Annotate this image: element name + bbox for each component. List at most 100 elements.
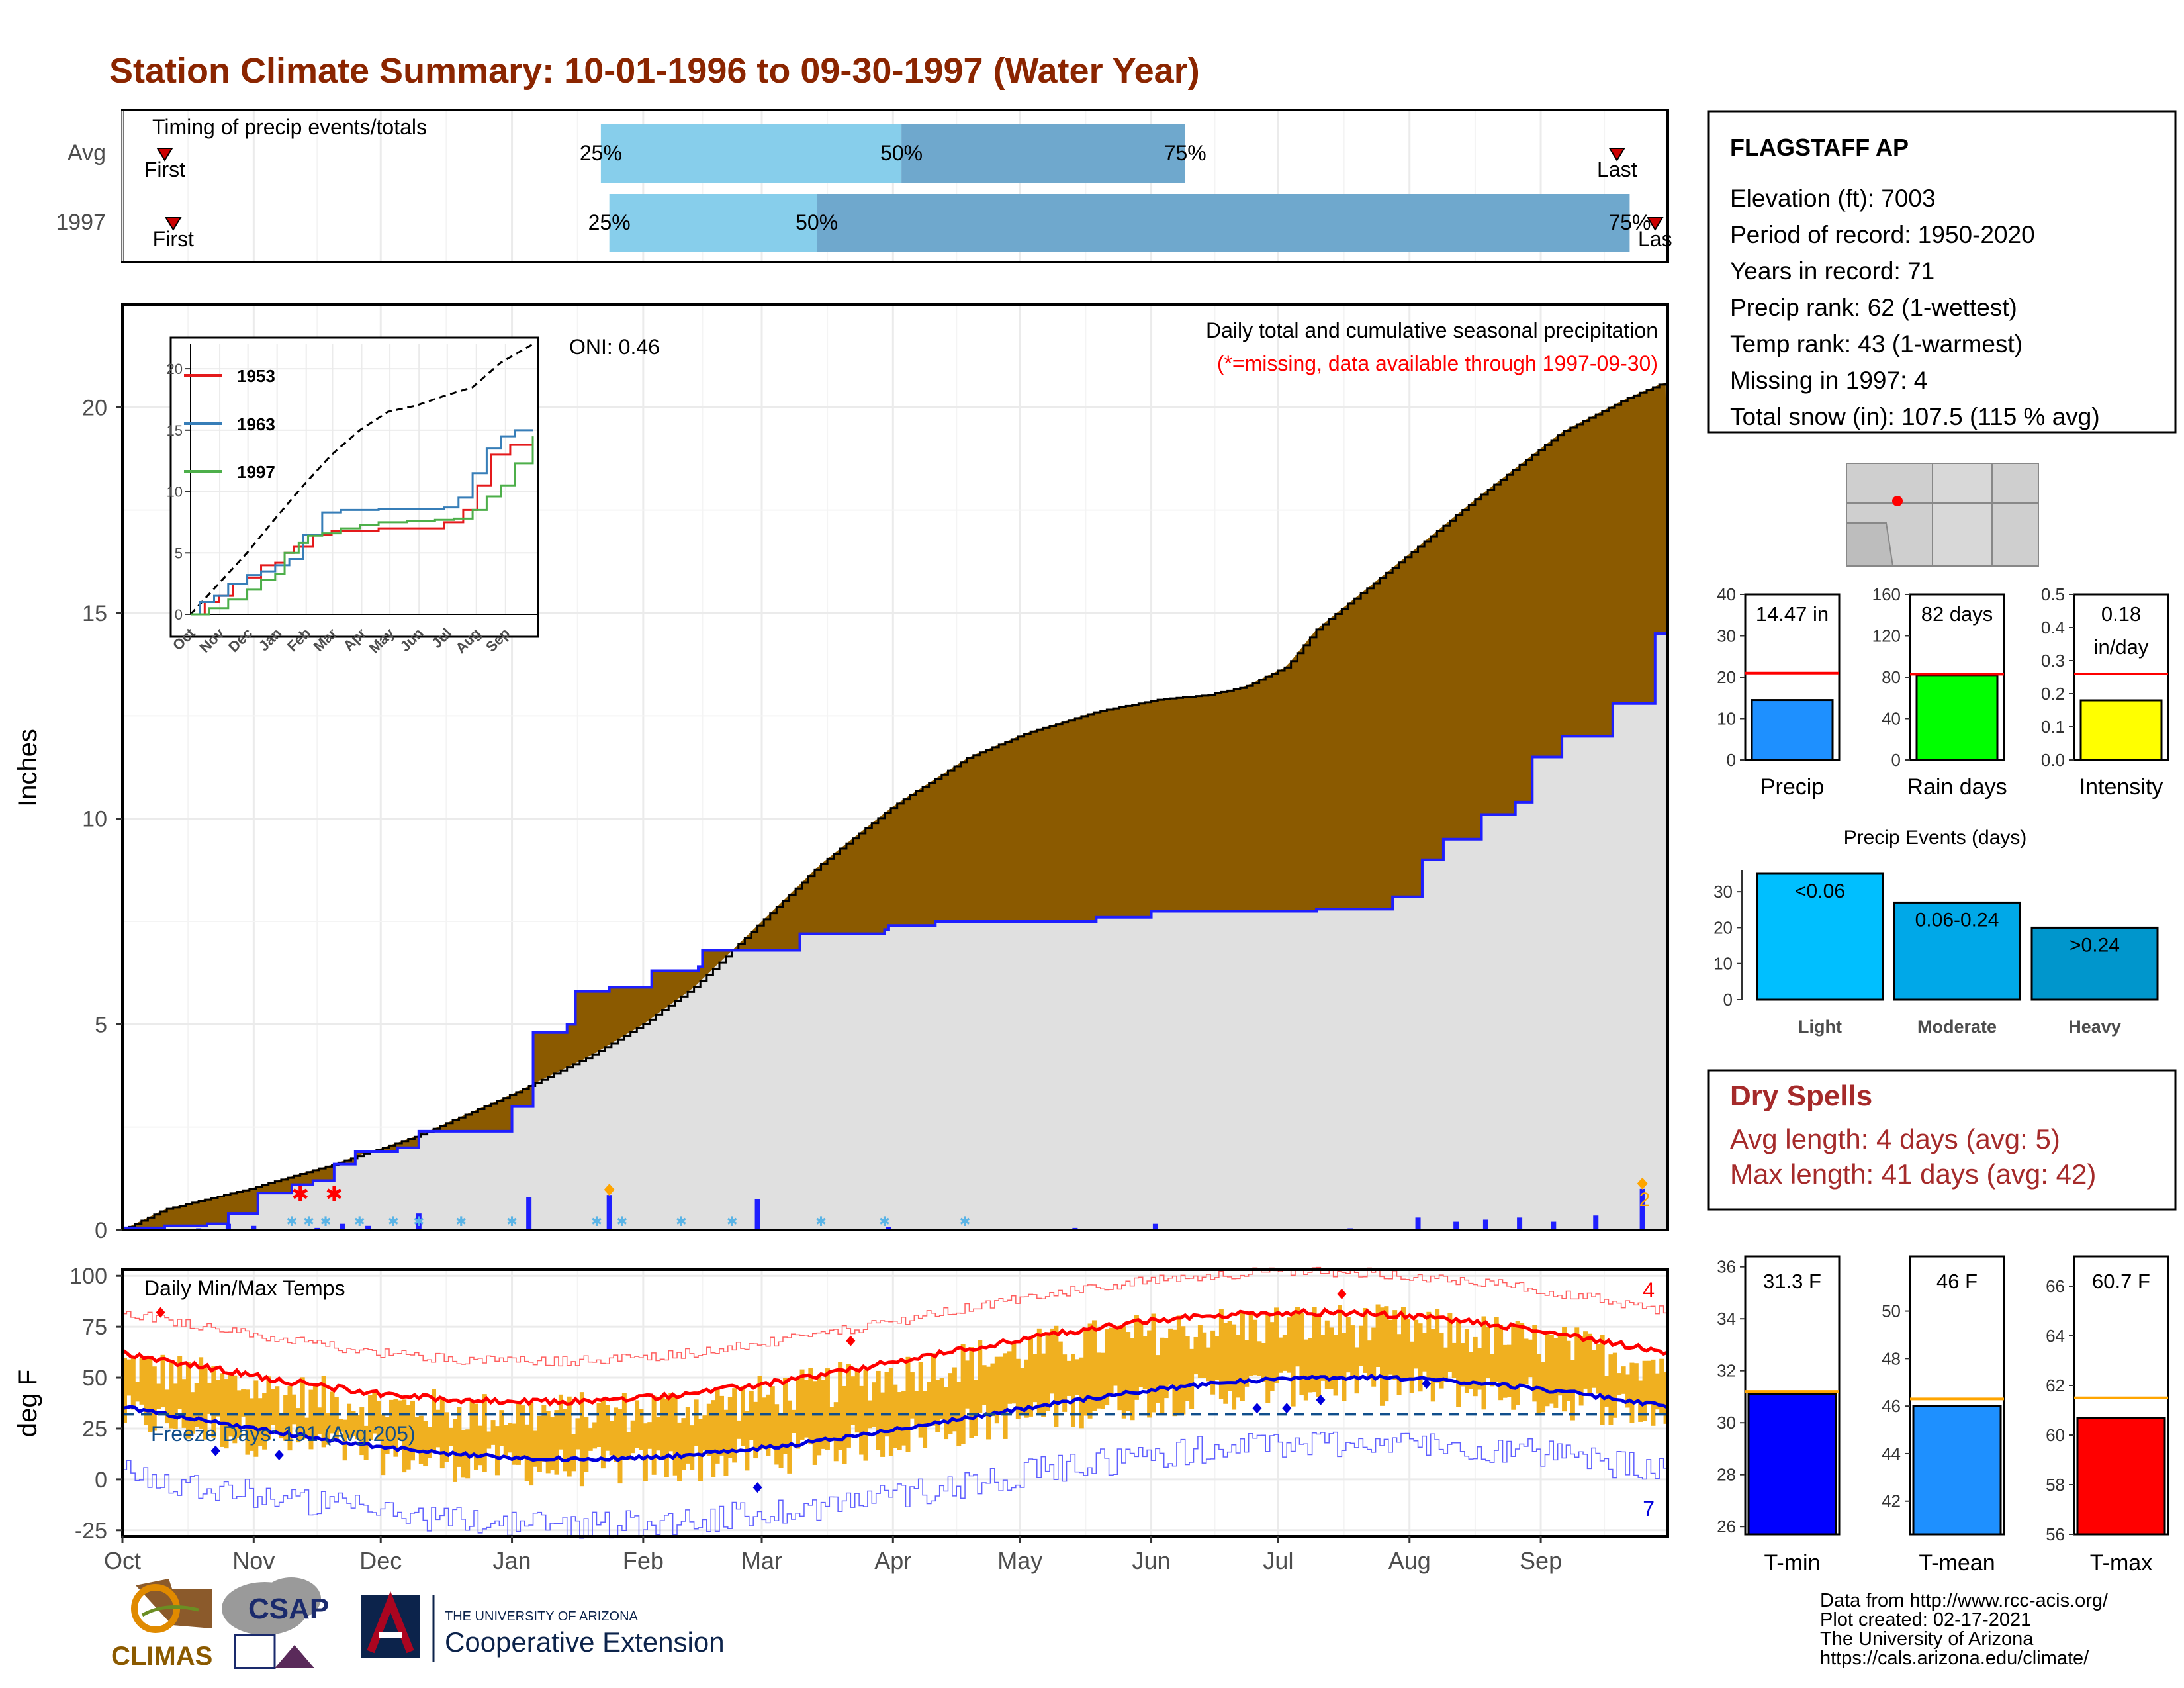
daily-temp-bar [927, 1382, 932, 1425]
daily-temp-bar [1240, 1311, 1245, 1401]
daily-precip-bar [1639, 1188, 1645, 1230]
csap-logo-text: CSAP [248, 1593, 329, 1625]
daily-temp-bar [1659, 1358, 1664, 1415]
missing-data-marker: ✱ [291, 1182, 309, 1206]
daily-temp-bar [228, 1375, 233, 1437]
daily-temp-bar [761, 1397, 766, 1449]
daily-temp-bar [1163, 1338, 1169, 1399]
daily-temp-bar [482, 1394, 487, 1472]
daily-temp-bar [621, 1393, 627, 1457]
daily-temp-bar [245, 1389, 250, 1455]
daily-temp-bar [1070, 1354, 1075, 1427]
daily-temp-bar [1651, 1359, 1656, 1426]
daily-temp-bar [308, 1389, 314, 1450]
daily-temp-bar [1566, 1340, 1571, 1401]
mini-ytick: 0.5 [2041, 585, 2065, 604]
daily-temp-bar [1578, 1336, 1584, 1406]
daily-temp-bar [812, 1381, 817, 1465]
daily-temp-bar [423, 1421, 428, 1467]
events-ytick: 0 [1723, 990, 1733, 1009]
daily-temp-bar [402, 1399, 407, 1473]
freeze-days-label: Freeze Days: 191 (Avg:205) [151, 1422, 416, 1446]
daily-temp-bar [931, 1353, 936, 1426]
daily-temp-bar [494, 1426, 500, 1476]
mini-ytick: 160 [1872, 585, 1901, 604]
average-tmax-line [121, 1307, 1669, 1407]
daily-precip-bar [606, 1195, 612, 1230]
info-elevation: Elevation (ft): 7003 [1730, 185, 1936, 212]
daily-temp-bar [1096, 1352, 1101, 1409]
mini-ytick: 120 [1872, 626, 1901, 646]
mini-chart-label: Rain days [1907, 774, 2007, 800]
daily-temp-bar [1460, 1343, 1465, 1387]
temperature-summary-bars: 36 34 32 30 28 26 31.3 F T-min 50 48 46 44 42 46 F T-m… [1717, 1255, 2169, 1575]
daily-temp-bar [444, 1412, 449, 1462]
daily-temp-bar [1625, 1374, 1631, 1408]
daily-temp-bar [635, 1400, 640, 1448]
temp-ytick: 30 [1717, 1413, 1736, 1432]
inset-ytick-0: 0 [175, 606, 183, 623]
daily-temp-bar [1176, 1315, 1181, 1415]
daily-temp-bar [457, 1407, 462, 1467]
mini-ytick: 0.2 [2041, 684, 2065, 704]
daily-temp-bar [978, 1340, 983, 1413]
daily-temp-bar [537, 1415, 542, 1472]
info-precip-rank: Precip rank: 62 (1-wettest) [1730, 294, 2017, 321]
daily-temp-bar [842, 1385, 847, 1464]
events-bar-label: 0.06-0.24 [1915, 909, 1999, 931]
daily-temp-bar [558, 1394, 563, 1450]
first-event-label: First [153, 227, 194, 251]
daily-temp-bar [185, 1362, 191, 1439]
timing-p75-label: 75% [1608, 211, 1651, 234]
daily-temp-bar [270, 1389, 275, 1425]
daily-temp-bar [135, 1382, 140, 1402]
snow-marker: ✱ [676, 1215, 687, 1229]
month-label-sep: Sep [1520, 1547, 1562, 1574]
daily-temp-bar [452, 1419, 457, 1482]
daily-temp-bar [782, 1377, 788, 1454]
daily-temp-bar [1202, 1332, 1207, 1378]
daily-temp-bar [215, 1380, 220, 1417]
temp-value-bar [1747, 1393, 1837, 1536]
daily-temp-bar [808, 1368, 813, 1445]
daily-temp-bar [732, 1388, 737, 1463]
info-period: Period of record: 1950-2020 [1730, 221, 2035, 248]
timing-bar-lower-avg [600, 124, 902, 183]
temp-ytick-0: 0 [95, 1468, 107, 1493]
daily-temp-bar [1469, 1352, 1474, 1389]
daily-temp-bar [224, 1379, 229, 1449]
daily-temp-bar [389, 1399, 394, 1448]
daily-temp-bar [406, 1405, 411, 1470]
timing-p50-label: 50% [796, 211, 838, 234]
daily-temp-bar [393, 1399, 398, 1457]
events-ytick: 30 [1713, 882, 1733, 902]
precip-ytick-20: 20 [82, 395, 107, 420]
daily-temp-bar [368, 1395, 373, 1440]
daily-temp-bar [829, 1407, 835, 1441]
temp-chart-label: T-max [2090, 1550, 2152, 1575]
daily-temp-bar [1354, 1347, 1359, 1394]
daily-temp-bar [715, 1389, 720, 1464]
daily-temp-bar [520, 1405, 525, 1459]
daily-temp-bar [143, 1358, 148, 1426]
daily-temp-bar [432, 1389, 436, 1452]
mini-chart-rain-days: 160 120 80 40 0 82 days Rain days [1872, 585, 2007, 800]
daily-temp-bar [126, 1359, 132, 1396]
daily-temp-bar [1041, 1353, 1046, 1417]
daily-temp-bar [948, 1373, 953, 1434]
daily-temp-bar [347, 1403, 352, 1438]
daily-temp-bar [439, 1397, 445, 1469]
daily-temp-bar [1324, 1320, 1330, 1389]
record-temp-marker [1282, 1403, 1292, 1414]
max-event-marker [604, 1184, 615, 1196]
daily-temp-bar [1058, 1341, 1063, 1403]
deficit-area [122, 383, 1668, 1230]
daily-temp-bar [563, 1409, 568, 1472]
daily-temp-bar [139, 1358, 144, 1405]
month-label-dec: Dec [359, 1547, 402, 1574]
temp-ytick: 32 [1717, 1361, 1736, 1381]
daily-temp-bar [1359, 1325, 1363, 1366]
daily-temp-bar [486, 1431, 492, 1449]
